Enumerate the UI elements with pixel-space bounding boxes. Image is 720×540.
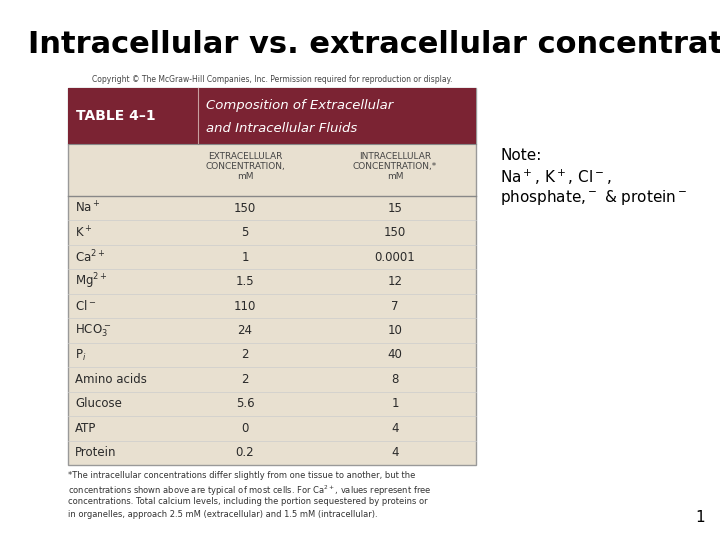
Text: concentrations shown above are typical of most cells. For Ca$^{2+}$, values repr: concentrations shown above are typical o… (68, 484, 431, 498)
Text: Protein: Protein (75, 446, 117, 460)
Bar (68, 88, 476, 144)
Text: and Intracellular Fluids: and Intracellular Fluids (206, 122, 357, 135)
Text: K$^+$: K$^+$ (75, 225, 92, 240)
Text: 12: 12 (387, 275, 402, 288)
Text: Mg$^{2+}$: Mg$^{2+}$ (75, 272, 107, 292)
Text: EXTRACELLULAR: EXTRACELLULAR (208, 152, 282, 161)
Text: TABLE 4–1: TABLE 4–1 (76, 109, 156, 123)
Text: ATP: ATP (75, 422, 96, 435)
Text: 7: 7 (391, 300, 399, 313)
Text: Composition of Extracellular: Composition of Extracellular (206, 99, 393, 112)
Text: 4: 4 (391, 422, 399, 435)
Text: P$_i$: P$_i$ (75, 347, 86, 362)
Text: 4: 4 (391, 446, 399, 460)
Text: Cl$^-$: Cl$^-$ (75, 299, 96, 313)
Text: Na$^+$, K$^+$, Cl$^-$,: Na$^+$, K$^+$, Cl$^-$, (500, 168, 611, 187)
Text: phosphate,$^-$ & protein$^-$: phosphate,$^-$ & protein$^-$ (500, 188, 688, 207)
Text: HCO$_3^-$: HCO$_3^-$ (75, 322, 111, 339)
Text: concentrations. Total calcium levels, including the portion sequestered by prote: concentrations. Total calcium levels, in… (68, 497, 428, 506)
Text: mM: mM (237, 172, 253, 181)
Text: 2: 2 (241, 348, 248, 361)
Text: INTRACELLULAR: INTRACELLULAR (359, 152, 431, 161)
Text: Copyright © The McGraw-Hill Companies, Inc. Permission required for reproduction: Copyright © The McGraw-Hill Companies, I… (92, 75, 452, 84)
Text: 110: 110 (234, 300, 256, 313)
Text: 0: 0 (241, 422, 248, 435)
Text: Amino acids: Amino acids (75, 373, 147, 386)
Text: Note:: Note: (500, 148, 541, 163)
Text: 5: 5 (241, 226, 248, 239)
Text: CONCENTRATION,*: CONCENTRATION,* (353, 162, 437, 171)
Bar (68, 88, 476, 465)
Text: 5.6: 5.6 (235, 397, 254, 410)
Text: 2: 2 (241, 373, 248, 386)
Text: 0.0001: 0.0001 (374, 251, 415, 264)
Text: 40: 40 (387, 348, 402, 361)
Text: 8: 8 (391, 373, 399, 386)
Text: 0.2: 0.2 (235, 446, 254, 460)
Text: 1: 1 (241, 251, 248, 264)
Text: 1: 1 (391, 397, 399, 410)
Text: in organelles, approach 2.5 mM (extracellular) and 1.5 mM (intracellular).: in organelles, approach 2.5 mM (extracel… (68, 510, 377, 519)
Text: 1: 1 (696, 510, 705, 525)
Text: 24: 24 (238, 324, 253, 337)
Text: Intracellular vs. extracellular concentrations: Intracellular vs. extracellular concentr… (28, 30, 720, 59)
Text: 15: 15 (387, 202, 402, 215)
Text: Ca$^{2+}$: Ca$^{2+}$ (75, 249, 105, 266)
Text: Na$^+$: Na$^+$ (75, 200, 101, 216)
Text: CONCENTRATION,: CONCENTRATION, (205, 162, 285, 171)
Text: 10: 10 (387, 324, 402, 337)
Text: 150: 150 (384, 226, 406, 239)
Text: *The intracellular concentrations differ slightly from one tissue to another, bu: *The intracellular concentrations differ… (68, 471, 415, 480)
Text: mM: mM (387, 172, 403, 181)
Text: Glucose: Glucose (75, 397, 122, 410)
Text: 150: 150 (234, 202, 256, 215)
Text: 1.5: 1.5 (235, 275, 254, 288)
